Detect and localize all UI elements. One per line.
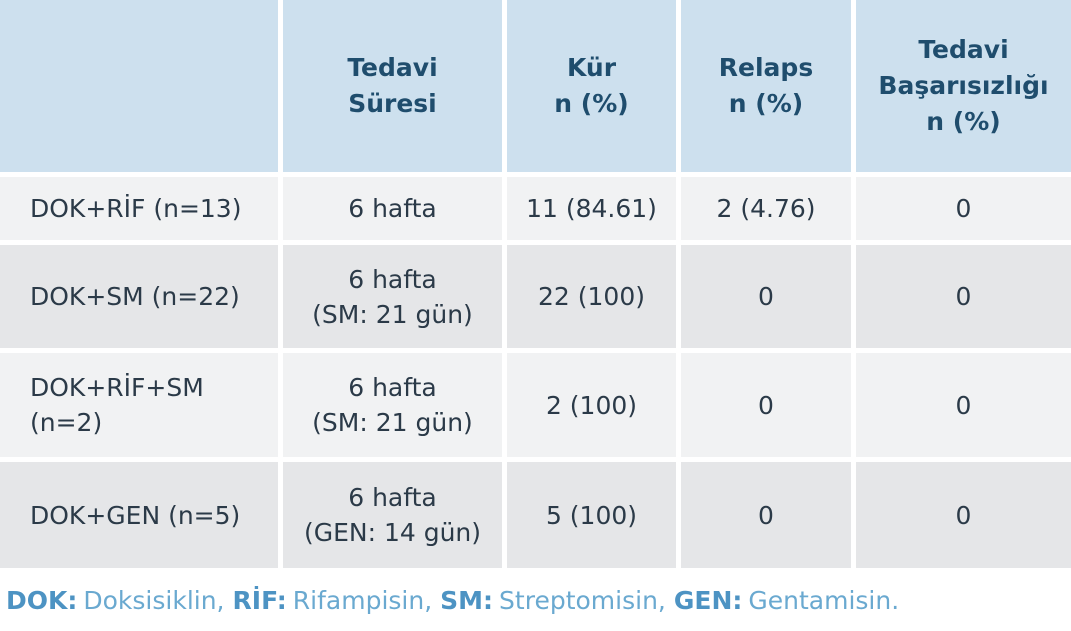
cell-line: (SM: 21 gün) [312, 408, 473, 437]
definition: Rifampisin, [292, 586, 433, 615]
table: Tedavi Süresi Kür n (%) Relaps n (%) Tedavi Baş… [0, 0, 1071, 568]
cell: 11 (84.61) [507, 177, 676, 240]
cell-line: 2 (100) [545, 390, 638, 420]
cell: 6 hafta (GEN: 14 gün) [283, 462, 502, 568]
header-cell [0, 0, 278, 172]
cell-line: (n=2) [30, 408, 103, 437]
abbr: DOK: [6, 586, 78, 615]
cell-line: Başarısızlığı [878, 71, 1049, 100]
cell-line: 6 hafta [348, 483, 437, 512]
cell-line: DOK+SM (n=22) [30, 282, 240, 311]
cell-line: 0 [955, 500, 972, 530]
definition: Doksisiklin, [83, 586, 225, 615]
cell: DOK+SM (n=22) [0, 245, 278, 348]
abbr: SM: [440, 586, 494, 615]
cell: 0 [856, 353, 1071, 457]
cell: 2 (100) [507, 353, 676, 457]
cell-line: n (%) [926, 107, 1001, 136]
cell-line: 0 [955, 390, 972, 420]
cell-line: n (%) [728, 89, 804, 118]
cell: DOK+GEN (n=5) [0, 462, 278, 568]
header-cell: Kür n (%) [507, 0, 676, 172]
abbr: GEN: [673, 586, 743, 615]
cell: 6 hafta (SM: 21 gün) [283, 353, 502, 457]
cell-line: 2 (4.76) [716, 194, 816, 223]
cell: DOK+RİF (n=13) [0, 177, 278, 240]
cell-line: Süresi [348, 89, 437, 118]
definition: Gentamisin. [748, 586, 900, 615]
cell-line: 0 [955, 194, 972, 223]
cell-line: 6 hafta [348, 194, 437, 223]
cell-line: 0 [758, 500, 774, 530]
header-cell: Relaps n (%) [681, 0, 851, 172]
cell-line: 0 [955, 282, 972, 311]
footnote: DOK: Doksisiklin, RİF: Rifampisin, SM: Strept… [6, 586, 899, 615]
cell: 6 hafta (SM: 21 gün) [283, 245, 502, 348]
cell-line: 6 hafta [348, 264, 437, 294]
cell-line: DOK+RİF (n=13) [30, 194, 242, 223]
cell-line: Tedavi [347, 53, 438, 82]
cell: 2 (4.76) [681, 177, 851, 240]
cell: 0 [856, 177, 1071, 240]
cell-line: 5 (100) [545, 500, 638, 530]
cell: DOK+RİF+SM (n=2) [0, 353, 278, 457]
abbr: RİF: [232, 586, 287, 615]
cell-line: Kür [566, 53, 617, 82]
cell: 22 (100) [507, 245, 676, 348]
cell-line: 6 hafta [348, 373, 437, 402]
cell-line: Relaps [718, 53, 814, 82]
header-cell: Tedavi Başarısızlığı n (%) [856, 0, 1071, 172]
cell-line: Tedavi [918, 35, 1009, 64]
header-cell: Tedavi Süresi [283, 0, 502, 172]
cell-line: (SM: 21 gün) [312, 299, 473, 329]
cell: 0 [681, 245, 851, 348]
cell: 0 [681, 462, 851, 568]
cell: 0 [681, 353, 851, 457]
cell-line: DOK+RİF+SM [30, 373, 204, 402]
cell: 0 [856, 462, 1071, 568]
cell: 0 [856, 245, 1071, 348]
cell: 5 (100) [507, 462, 676, 568]
cell-line: n (%) [554, 89, 629, 118]
cell-line: 22 (100) [538, 282, 645, 311]
cell-line: 11 (84.61) [526, 194, 657, 223]
cell-line: (GEN: 14 gün) [303, 518, 482, 547]
cell-line: DOK+GEN (n=5) [30, 500, 241, 530]
cell-line: 0 [758, 282, 774, 311]
cell-line: 0 [758, 390, 774, 420]
cell: 6 hafta [283, 177, 502, 240]
definition: Streptomisin, [499, 586, 666, 615]
